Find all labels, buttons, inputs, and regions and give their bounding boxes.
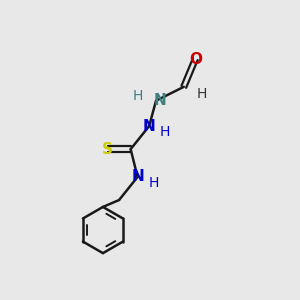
Text: N: N bbox=[143, 118, 155, 134]
Text: N: N bbox=[131, 169, 144, 184]
Text: O: O bbox=[189, 52, 202, 67]
Text: H: H bbox=[148, 176, 159, 190]
Text: N: N bbox=[153, 93, 166, 108]
Text: S: S bbox=[102, 142, 113, 157]
Text: H: H bbox=[197, 87, 207, 101]
Text: H: H bbox=[160, 125, 170, 139]
Text: H: H bbox=[132, 89, 143, 103]
